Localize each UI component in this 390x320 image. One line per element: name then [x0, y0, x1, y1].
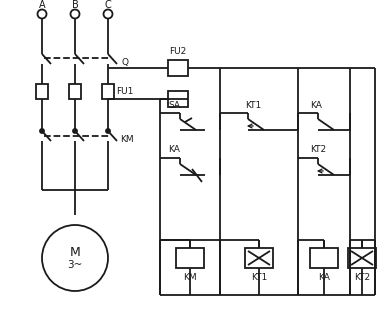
Bar — [348, 248, 376, 268]
Text: KA: KA — [310, 100, 322, 109]
Text: KA: KA — [318, 273, 330, 282]
Circle shape — [106, 129, 110, 133]
Bar — [69, 84, 81, 99]
Bar — [36, 84, 48, 99]
Text: KM: KM — [120, 135, 134, 145]
Bar — [102, 84, 114, 99]
Text: KM: KM — [183, 273, 197, 282]
Text: KT1: KT1 — [251, 273, 267, 282]
Bar — [168, 60, 188, 76]
Text: SA: SA — [168, 100, 180, 109]
Circle shape — [103, 10, 112, 19]
Text: KT2: KT2 — [310, 146, 326, 155]
Bar — [310, 248, 338, 268]
Text: FU1: FU1 — [116, 87, 133, 97]
Circle shape — [71, 10, 80, 19]
Circle shape — [40, 129, 44, 133]
Text: FU2: FU2 — [169, 47, 187, 57]
Text: C: C — [105, 0, 112, 10]
Circle shape — [42, 225, 108, 291]
Text: B: B — [72, 0, 78, 10]
Text: A: A — [39, 0, 45, 10]
Text: M: M — [70, 245, 80, 259]
Text: KA: KA — [168, 146, 180, 155]
Text: Q: Q — [121, 58, 128, 67]
Text: 3~: 3~ — [67, 260, 83, 270]
Text: KT1: KT1 — [245, 100, 261, 109]
Bar — [176, 248, 204, 268]
Bar — [245, 248, 273, 268]
Text: KT2: KT2 — [354, 273, 370, 282]
Bar — [168, 91, 188, 107]
Circle shape — [37, 10, 46, 19]
Circle shape — [73, 129, 77, 133]
